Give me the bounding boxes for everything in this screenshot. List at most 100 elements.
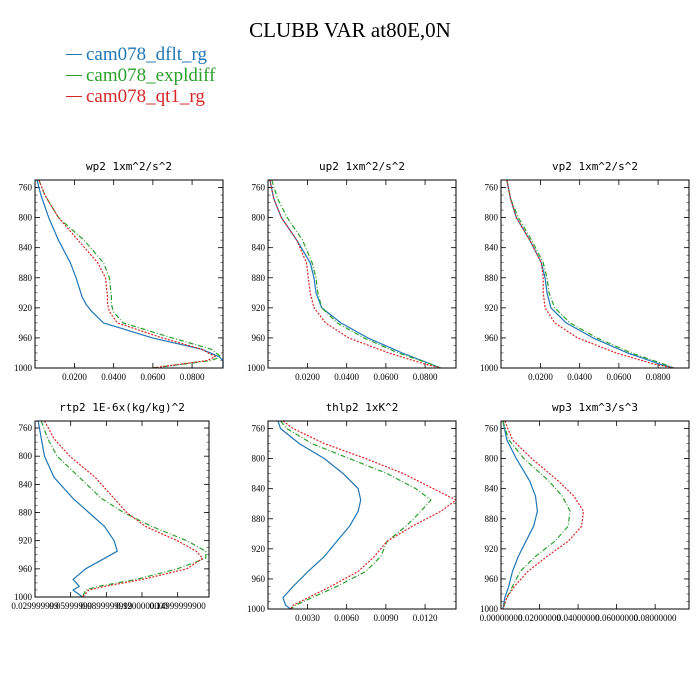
y-tick-label: 920	[252, 303, 266, 313]
series-line-2	[271, 179, 441, 369]
series-line-2	[506, 179, 674, 369]
y-tick-label: 1000	[247, 363, 266, 373]
x-tick-label: 0.0090	[374, 613, 399, 623]
y-tick-label: 920	[485, 303, 499, 313]
x-tick-label: 0.0400	[101, 372, 126, 382]
panel-title: up2 1xm^2/s^2	[319, 160, 405, 173]
x-tick-label: 0.08000000	[634, 613, 677, 623]
legend-swatch-2	[66, 75, 82, 76]
x-tick-label: 0.0120	[413, 613, 438, 623]
y-tick-label: 800	[19, 451, 33, 461]
x-tick-label: 0.0800	[180, 372, 205, 382]
series-line-3	[502, 420, 585, 610]
y-tick-label: 760	[19, 183, 33, 193]
y-tick-label: 1000	[14, 592, 33, 602]
x-tick-label: 0.0060	[334, 613, 359, 623]
series-line-3	[506, 179, 674, 369]
y-tick-label: 760	[252, 183, 266, 193]
plot-frame	[500, 179, 690, 369]
legend-swatch-3	[66, 96, 82, 97]
panel-title: wp2 1xm^2/s^2	[86, 160, 172, 173]
x-tick-label: 0.029999999	[11, 601, 59, 611]
y-tick-label: 880	[252, 273, 266, 283]
series-line-1	[506, 179, 674, 369]
series-line-3	[269, 179, 441, 369]
plot-frame	[34, 420, 210, 598]
y-tick-label: 760	[252, 424, 266, 434]
x-tick-label: 0.0400	[334, 372, 359, 382]
y-tick-label: 1000	[480, 363, 499, 373]
y-tick-label: 880	[19, 508, 33, 518]
x-tick-label: 0.04000000	[557, 613, 600, 623]
y-tick-label: 840	[485, 484, 499, 494]
y-tick-label: 840	[252, 243, 266, 253]
y-tick-label: 960	[252, 333, 266, 343]
y-tick-label: 960	[19, 564, 33, 574]
x-tick-label: 0.00000000	[480, 613, 523, 623]
plot-frame	[267, 420, 457, 610]
x-tick-label: 0.0200	[528, 372, 553, 382]
legend-label-2: cam078_expldiff	[86, 65, 216, 86]
y-tick-label: 920	[252, 544, 266, 554]
y-tick-label: 880	[485, 273, 499, 283]
x-tick-label: 0.0400	[567, 372, 592, 382]
y-tick-label: 880	[19, 273, 33, 283]
x-tick-label: 0.0030	[295, 613, 320, 623]
legend-swatch-1	[66, 54, 82, 55]
x-tick-label: 0.06000000	[595, 613, 638, 623]
legend: cam078_dflt_rg cam078_expldiff cam078_qt…	[66, 44, 215, 107]
panel-3: vp2 1xm^2/s^2 760 800 840 880 920 960 1000 0.020…	[480, 160, 690, 382]
series-line-1	[36, 179, 224, 368]
series-line-1	[37, 420, 118, 598]
x-tick-label: 0.14999999900	[150, 601, 207, 611]
y-tick-label: 840	[19, 243, 33, 253]
panel-title: thlp2 1xK^2	[326, 401, 399, 414]
x-tick-label: 0.0800	[413, 372, 438, 382]
y-tick-label: 960	[19, 333, 33, 343]
y-tick-label: 1000	[247, 604, 266, 614]
series-line-2	[502, 420, 571, 610]
y-tick-label: 800	[19, 213, 33, 223]
x-tick-label: 0.0600	[141, 372, 166, 382]
x-tick-label: 0.0600	[374, 372, 399, 382]
panel-5: thlp2 1xK^2 760 800 840 880 920 960 1000 0.0030 0…	[247, 401, 457, 623]
y-tick-label: 1000	[14, 363, 33, 373]
series-line-3	[282, 420, 457, 610]
y-tick-label: 880	[252, 514, 266, 524]
y-tick-label: 960	[485, 333, 499, 343]
x-tick-label: 0.0600	[607, 372, 632, 382]
x-tick-label: 0.0899999999	[80, 601, 132, 611]
y-tick-label: 920	[19, 536, 33, 546]
series-line-2	[280, 420, 432, 610]
panel-title: rtp2 1E-6x(kg/kg)^2	[59, 401, 185, 414]
panel-4: rtp2 1E-6x(kg/kg)^2 760 800 840 880 920 960 100…	[11, 401, 210, 611]
panel-2: up2 1xm^2/s^2 760 800 840 880 920 960 1000 0.020…	[247, 160, 457, 382]
y-tick-label: 760	[485, 424, 499, 434]
y-tick-label: 920	[19, 303, 33, 313]
y-tick-label: 960	[252, 574, 266, 584]
x-tick-label: 0.02000000	[518, 613, 561, 623]
plot-frame	[267, 179, 457, 369]
x-tick-label: 0.0200	[62, 372, 87, 382]
y-tick-label: 920	[485, 544, 499, 554]
panel-6: wp3 1xm^3/s^3 760 800 840 880 920 960 10000.000…	[480, 401, 690, 623]
series-line-3	[38, 179, 216, 369]
y-tick-label: 760	[19, 423, 33, 433]
panel-title: wp3 1xm^3/s^3	[552, 401, 638, 414]
x-tick-label: 0.0200	[295, 372, 320, 382]
plot-frame	[34, 179, 224, 369]
x-tick-label: 0.1200000000	[116, 601, 168, 611]
series-line-1	[277, 420, 362, 610]
y-tick-label: 880	[485, 514, 499, 524]
legend-item-3: cam078_qt1_rg	[66, 86, 215, 107]
series-line-1	[502, 420, 539, 610]
panel-1: wp2 1xm^2/s^2 760 800 840 880 920 960 1000 0.020…	[14, 160, 224, 382]
panel-title: vp2 1xm^2/s^2	[552, 160, 638, 173]
x-tick-label: 0.0800	[646, 372, 671, 382]
y-tick-label: 800	[252, 454, 266, 464]
figure-title: CLUBB VAR at80E,0N	[249, 18, 451, 42]
y-tick-label: 960	[485, 574, 499, 584]
y-tick-label: 1000	[480, 604, 499, 614]
series-line-3	[43, 420, 204, 598]
y-tick-label: 800	[252, 213, 266, 223]
